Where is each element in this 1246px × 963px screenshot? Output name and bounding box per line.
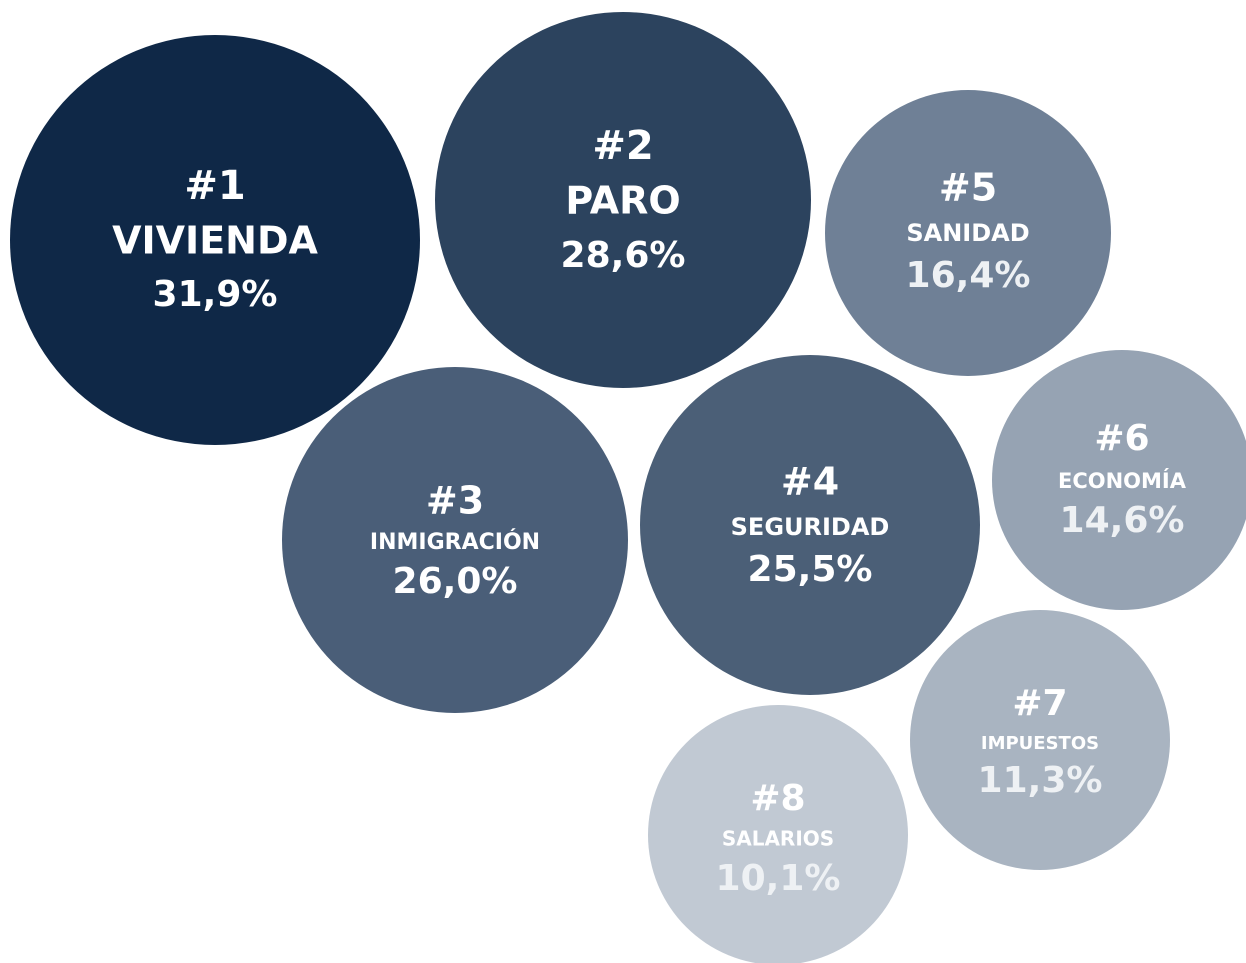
bubble — [910, 610, 1170, 870]
bubble — [825, 90, 1111, 376]
rank-label: #5 — [939, 166, 997, 210]
category-label: PARO — [565, 179, 680, 223]
value-label: 10,1% — [716, 858, 841, 899]
category-label: SEGURIDAD — [731, 513, 890, 541]
bubble — [282, 367, 628, 713]
category-label: SANIDAD — [906, 219, 1029, 247]
category-label: INMIGRACIÓN — [370, 529, 540, 555]
bubble — [992, 350, 1246, 610]
bubble — [640, 355, 980, 695]
value-label: 31,9% — [153, 274, 278, 315]
bubble — [648, 705, 908, 963]
bubble — [435, 12, 811, 388]
value-label: 26,0% — [393, 561, 518, 602]
value-label: 11,3% — [978, 760, 1103, 801]
rank-label: #1 — [184, 163, 245, 209]
category-label: ECONOMÍA — [1058, 468, 1187, 493]
rank-label: #7 — [1012, 683, 1067, 724]
category-label: SALARIOS — [722, 827, 834, 851]
value-label: 25,5% — [748, 549, 873, 590]
rank-label: #3 — [426, 479, 484, 523]
value-label: 28,6% — [561, 235, 686, 276]
category-label: VIVIENDA — [112, 219, 318, 263]
value-label: 14,6% — [1060, 500, 1185, 541]
rank-label: #2 — [592, 123, 653, 169]
category-label: IMPUESTOS — [981, 733, 1099, 754]
bubble — [10, 35, 420, 445]
rank-label: #8 — [750, 778, 805, 819]
value-label: 16,4% — [906, 255, 1031, 296]
rank-label: #4 — [781, 460, 839, 504]
rank-label: #6 — [1094, 418, 1149, 459]
